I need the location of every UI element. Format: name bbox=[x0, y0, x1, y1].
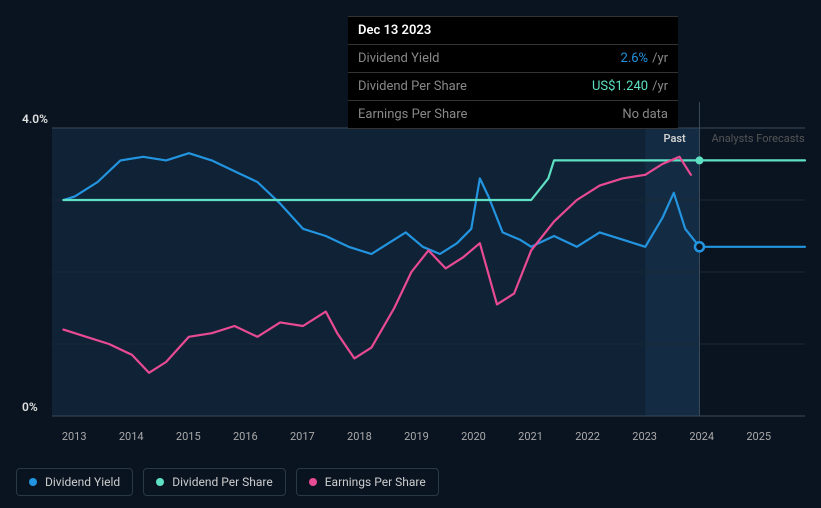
tooltip-row: Dividend Yield 2.6%/yr bbox=[348, 45, 678, 73]
tooltip-value: No data bbox=[622, 107, 668, 122]
tooltip-value-wrap: US$1.240/yr bbox=[592, 79, 668, 94]
y-axis-label: 0% bbox=[22, 400, 38, 414]
tooltip-value: 2.6% bbox=[621, 51, 649, 66]
legend-dot-icon bbox=[156, 478, 164, 486]
tooltip-date-row: Dec 13 2023 bbox=[348, 16, 678, 45]
tooltip-label: Dividend Per Share bbox=[358, 79, 467, 94]
legend-item-earnings-per-share[interactable]: Earnings Per Share bbox=[296, 468, 439, 496]
tooltip-row: Earnings Per Share No data bbox=[348, 101, 678, 129]
x-axis-label: 2019 bbox=[404, 430, 429, 443]
tooltip-date: Dec 13 2023 bbox=[358, 23, 431, 38]
forecasts-label: Analysts Forecasts bbox=[711, 132, 804, 145]
x-axis-label: 2020 bbox=[461, 430, 486, 443]
tooltip-label: Dividend Yield bbox=[358, 51, 439, 66]
legend-label: Earnings Per Share bbox=[325, 475, 426, 489]
x-axis-label: 2015 bbox=[176, 430, 201, 443]
x-axis-label: 2013 bbox=[62, 430, 87, 443]
x-axis-label: 2021 bbox=[518, 430, 543, 443]
legend-dot-icon bbox=[29, 478, 37, 486]
legend-item-dividend-yield[interactable]: Dividend Yield bbox=[16, 468, 133, 496]
x-axis-label: 2016 bbox=[233, 430, 258, 443]
x-axis-label: 2022 bbox=[575, 430, 600, 443]
chart-container: Dec 13 2023 Dividend Yield 2.6%/yr Divid… bbox=[0, 0, 821, 508]
chart-tooltip: Dec 13 2023 Dividend Yield 2.6%/yr Divid… bbox=[348, 16, 678, 129]
tooltip-label: Earnings Per Share bbox=[358, 107, 467, 122]
chart-legend: Dividend Yield Dividend Per Share Earnin… bbox=[16, 468, 439, 496]
x-axis-label: 2014 bbox=[119, 430, 144, 443]
x-axis-label: 2025 bbox=[746, 430, 771, 443]
tooltip-row: Dividend Per Share US$1.240/yr bbox=[348, 73, 678, 101]
x-axis-label: 2017 bbox=[290, 430, 315, 443]
legend-dot-icon bbox=[309, 478, 317, 486]
y-axis-label: 4.0% bbox=[22, 112, 48, 126]
tooltip-value-wrap: No data bbox=[622, 107, 668, 122]
past-label: Past bbox=[663, 132, 685, 145]
legend-label: Dividend Per Share bbox=[172, 475, 273, 489]
tooltip-value-wrap: 2.6%/yr bbox=[621, 51, 668, 66]
tooltip-suffix: /yr bbox=[652, 51, 668, 66]
tooltip-value: US$1.240 bbox=[592, 79, 648, 94]
legend-item-dividend-per-share[interactable]: Dividend Per Share bbox=[143, 468, 286, 496]
tooltip-suffix: /yr bbox=[652, 79, 668, 94]
x-axis-label: 2018 bbox=[347, 430, 372, 443]
legend-label: Dividend Yield bbox=[45, 475, 120, 489]
x-axis-label: 2023 bbox=[632, 430, 657, 443]
x-axis-label: 2024 bbox=[689, 430, 714, 443]
